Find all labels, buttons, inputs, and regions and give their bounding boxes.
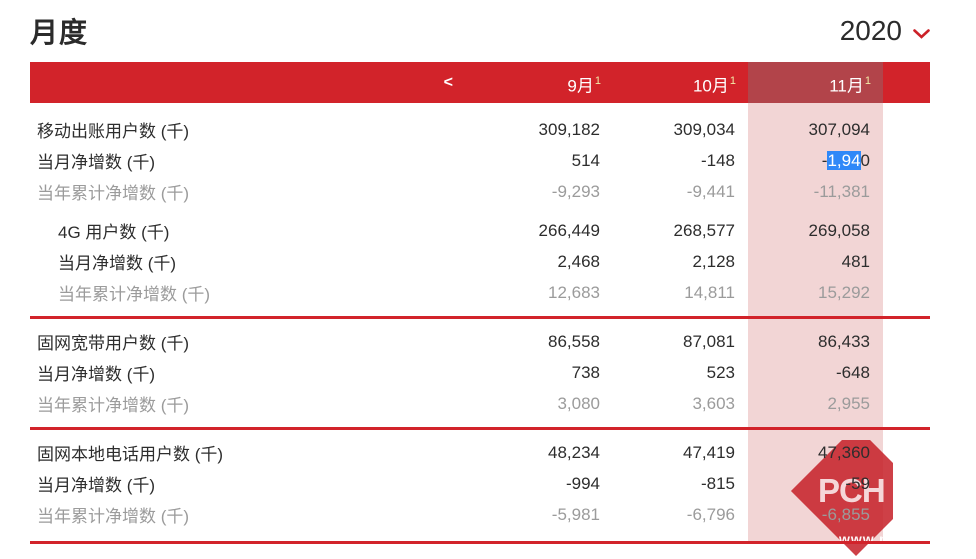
row-label: 当月净增数 (千) [37,365,156,384]
section-divider [30,316,930,319]
table-row: 当月净增数 (千) 2,468 2,128 481 [30,246,930,277]
value-cell: 3,603 [692,393,735,413]
prev-month-button[interactable]: < [443,73,453,91]
section-divider [30,427,930,430]
row-label: 4G 用户数 (千) [58,223,170,242]
row-label: 固网宽带用户数 (千) [37,334,190,353]
value-cell: -1,940 [821,150,870,170]
chevron-down-icon [913,29,930,39]
value-cell: -148 [700,150,735,170]
selected-text: 1,94 [827,150,861,170]
data-table: < 9月1 10月1 11月1 移动出账用户数 (千) 309,182 309,034 3… [30,62,930,544]
column-header-month-2[interactable]: 10月1 [692,75,736,96]
table-row: 当年累计净增数 (千) 12,683 14,811 15,292 [30,277,930,308]
row-label: 移动出账用户数 (千) [37,122,190,141]
value-cell: 307,094 [808,119,870,139]
value-cell: -11,381 [813,181,870,201]
value-cell: 86,433 [818,331,870,351]
table-row: 当月净增数 (千) -994 -815 -59 [30,468,930,499]
value-cell: 266,449 [538,220,600,240]
row-label: 当年累计净增数 (千) [37,396,190,415]
value-cell: -648 [835,362,870,382]
value-cell: 309,182 [538,119,600,139]
value-cell: 481 [841,251,870,271]
table-header-row: < 9月1 10月1 11月1 [30,62,930,103]
value-cell: 2,128 [692,251,735,271]
row-label: 当月净增数 (千) [37,153,156,172]
value-cell: 309,034 [673,119,735,139]
value-cell: 14,811 [684,282,735,302]
column-header-month-1[interactable]: 9月1 [567,75,601,96]
year-selector[interactable]: 2020 [840,15,930,47]
value-cell: -6,855 [821,504,870,524]
value-cell: -994 [565,473,600,493]
value-cell: -6,796 [686,504,735,524]
value-cell: 86,558 [548,331,600,351]
value-cell: 12,683 [548,282,600,302]
row-label: 当年累计净增数 (千) [37,507,190,526]
value-cell: 268,577 [673,220,735,240]
row-label: 当年累计净增数 (千) [37,184,190,203]
footnote-superscript: 1 [729,75,736,87]
page-header: 月度 2020 [30,8,930,54]
value-cell: 87,081 [683,331,735,351]
value-cell: 48,234 [548,442,600,462]
value-cell: -59 [845,473,870,493]
value-cell: 738 [571,362,600,382]
table-bottom-border [30,541,930,544]
table-row: 4G 用户数 (千) 266,449 268,577 269,058 [30,215,930,246]
value-cell: 47,419 [683,442,735,462]
table-row: 当年累计净增数 (千) 3,080 3,603 2,955 [30,388,930,419]
value-cell: -815 [700,473,735,493]
table-row: 当月净增数 (千) 738 523 -648 [30,357,930,388]
row-label: 当月净增数 (千) [58,254,177,273]
value-cell: 15,292 [818,282,870,302]
column-header-month-3[interactable]: 11月1 [748,62,883,103]
page-title: 月度 [30,17,89,48]
year-value: 2020 [839,15,902,46]
row-label: 当月净增数 (千) [37,476,156,495]
value-cell: -5,981 [551,504,600,524]
table-row: 当年累计净增数 (千) -5,981 -6,796 -6,855 [30,499,930,530]
value-cell: 2,468 [557,251,600,271]
value-cell: 269,058 [808,220,870,240]
value-cell: 514 [571,150,600,170]
table-row: 当年累计净增数 (千) -9,293 -9,441 -11,381 [30,176,930,207]
value-cell: 2,955 [827,393,870,413]
value-cell: -9,441 [686,181,735,201]
value-cell: -9,293 [551,181,600,201]
header-label-cell: < [30,74,478,92]
table-row: 当月净增数 (千) 514 -148 -1,940 [30,145,930,176]
value-cell: 47,360 [818,442,870,462]
table-body: 移动出账用户数 (千) 309,182 309,034 307,094 当月净增数 (千… [30,103,930,530]
row-label: 当年累计净增数 (千) [58,285,211,304]
footnote-superscript: 1 [594,75,601,87]
table-row: 固网本地电话用户数 (千) 48,234 47,419 47,360 [30,437,930,468]
table-row: 移动出账用户数 (千) 309,182 309,034 307,094 [30,114,930,145]
footnote-superscript: 1 [864,75,871,87]
row-label: 固网本地电话用户数 (千) [37,445,224,464]
table-row: 固网宽带用户数 (千) 86,558 87,081 86,433 [30,326,930,357]
value-cell: 523 [706,362,735,382]
value-cell: 3,080 [557,393,600,413]
